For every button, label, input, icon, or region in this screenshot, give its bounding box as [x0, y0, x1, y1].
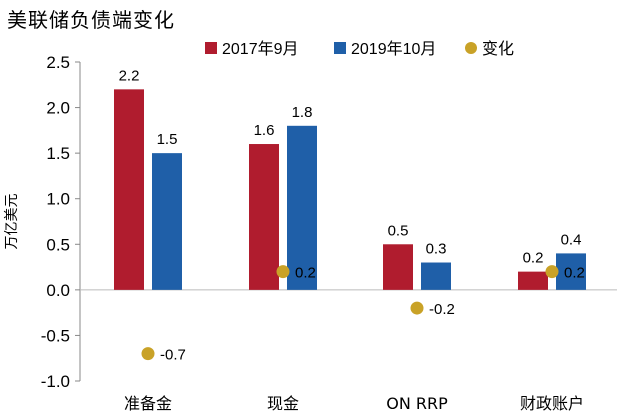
bar [383, 244, 413, 290]
change-marker [141, 347, 155, 361]
change-label: 0.2 [295, 265, 316, 282]
y-tick-label: -0.5 [41, 326, 70, 345]
legend-marker [465, 42, 477, 54]
bar [114, 89, 144, 290]
legend-swatch [334, 42, 346, 54]
change-marker [410, 301, 424, 315]
y-tick-label: 2.0 [46, 99, 70, 118]
legend-label: 2019年10月 [351, 40, 436, 58]
bar [249, 144, 279, 290]
data-label: 0.4 [561, 231, 582, 248]
legend-label: 变化 [482, 40, 514, 58]
bar [518, 271, 548, 290]
y-tick-label: 0.5 [46, 235, 70, 254]
y-tick-label: 1.5 [46, 144, 70, 163]
data-label: 1.6 [254, 122, 275, 139]
y-tick-label: 2.5 [46, 53, 70, 72]
data-label: 1.8 [292, 104, 313, 121]
data-label: 0.2 [523, 250, 544, 267]
bar [421, 262, 451, 290]
data-label: 2.2 [119, 67, 140, 84]
bar [152, 153, 182, 290]
change-label: 0.2 [564, 265, 585, 282]
change-label: -0.7 [160, 347, 186, 364]
change-label: -0.2 [429, 301, 455, 318]
y-axis-label: 万亿美元 [4, 194, 20, 250]
data-label: 0.5 [388, 222, 409, 239]
x-category-label: 准备金 [124, 394, 172, 413]
x-category-label: 现金 [267, 394, 299, 413]
legend-swatch [205, 42, 217, 54]
data-label: 0.3 [426, 241, 447, 258]
legend-label: 2017年9月 [222, 40, 299, 58]
change-marker [276, 265, 290, 279]
change-marker [545, 265, 559, 279]
chart-title: 美联储负债端变化 [7, 8, 175, 32]
bar [556, 253, 586, 290]
bar [287, 125, 317, 290]
y-tick-label: 0.0 [46, 281, 70, 300]
x-category-label: ON RRP [386, 394, 448, 413]
x-category-label: 财政账户 [520, 394, 584, 413]
y-tick-label: -1.0 [41, 372, 70, 391]
y-tick-label: 1.0 [46, 190, 70, 209]
data-label: 1.5 [157, 131, 178, 148]
